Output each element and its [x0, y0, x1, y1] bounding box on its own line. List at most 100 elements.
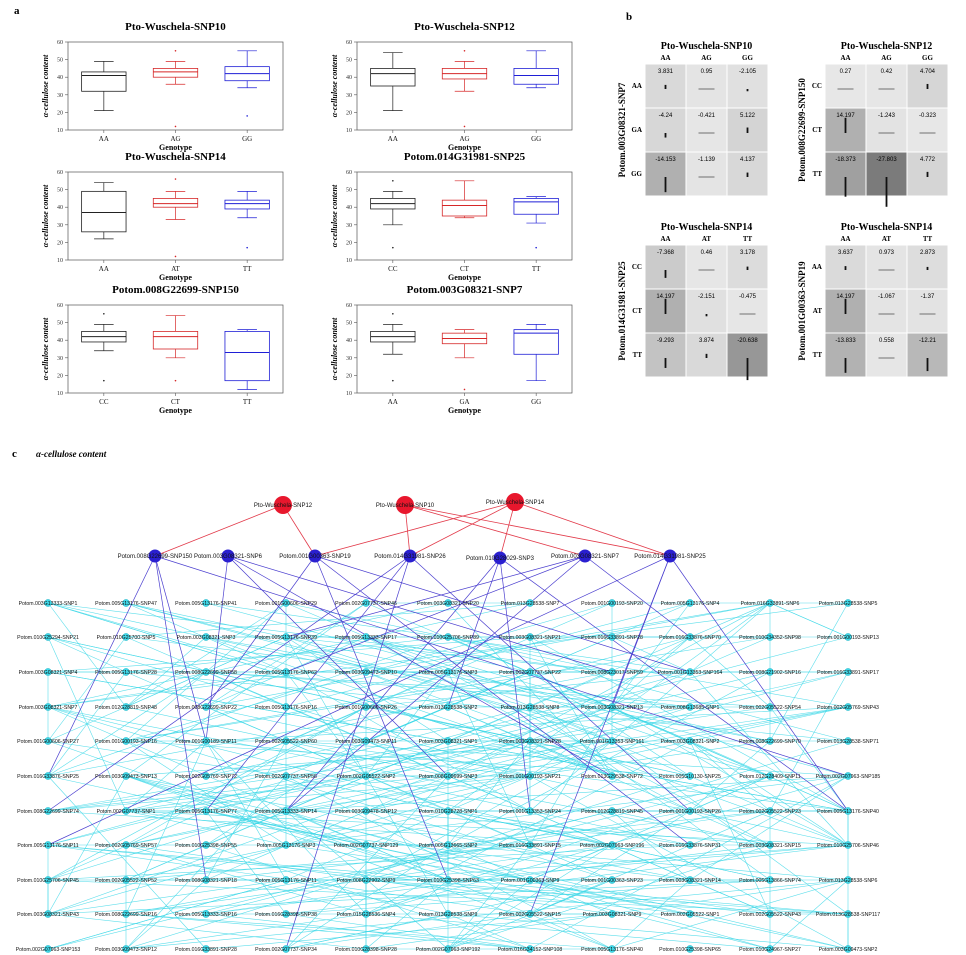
network-edge-cyan: [125, 636, 207, 708]
network-node-label: Potom.005G13176-SNP28: [95, 670, 157, 676]
network-node-snp: Potom.008G22699-SNP22: [175, 703, 237, 711]
y-tick-label: 20: [57, 373, 63, 379]
network-edge-cyan: [285, 740, 849, 812]
network-node-circle: [526, 876, 534, 884]
network-node-label: Potom.002G05769-SNP57: [95, 843, 157, 849]
network-node-circle: [506, 493, 524, 511]
heatmap-cell: -13.833: [824, 332, 867, 378]
network-edge-cyan: [47, 636, 287, 742]
network-node-snp: Potom.005G13176-SNP40: [581, 945, 643, 953]
network-edge-cyan: [529, 810, 771, 846]
network-node-label: Potom.001G00193-SNP16: [95, 739, 157, 745]
network-edge-cyan: [689, 671, 849, 846]
network-edge-cyan: [529, 602, 771, 777]
network-node-circle: [202, 876, 210, 884]
network-edge-cyan: [365, 706, 849, 812]
network-node-snp: Potom.003G13333-SNP1: [19, 599, 78, 607]
network-node-label: Potom.003G09473-SNP2: [819, 947, 878, 953]
network-edge-cyan: [125, 844, 367, 915]
network-node-snp: Potom.003G08321-SNP15: [739, 841, 801, 849]
effect-bar: [705, 314, 708, 317]
network-edge-cyan: [689, 740, 849, 846]
network-node-circle: [122, 807, 130, 815]
network-edge-cyan: [365, 602, 771, 673]
network-edge-cyan: [285, 775, 449, 950]
heatmap-column-label: AA: [840, 235, 850, 243]
network-node-circle: [766, 633, 774, 641]
network-node-circle: [608, 841, 616, 849]
heatmap-cell: 2.873: [906, 244, 949, 290]
network-node-snp: Potom.002G05522-SNP60: [255, 737, 317, 745]
heatmap-cell-value: 14.197: [836, 113, 855, 119]
heatmap-side-label: Potom.008G22699-SNP150: [797, 78, 807, 182]
network-node-circle: [122, 599, 130, 607]
network-node-snp: Potom.010G28728-SNP1: [419, 807, 478, 815]
network-node-label: Potom.003G08321-SNP4: [19, 670, 78, 676]
outlier-point: [463, 125, 466, 128]
network-node-circle: [444, 876, 452, 884]
network-node-circle: [282, 910, 290, 918]
network-node-snp: Potom.003G08321-SNP4: [19, 668, 78, 676]
network-node-snp: Potom.002G07963-SNP185: [816, 772, 880, 780]
network-edge-cyan: [47, 740, 531, 915]
box-AA: AA: [370, 52, 416, 143]
network-edge-cyan: [205, 740, 531, 777]
network-node-circle: [766, 876, 774, 884]
network-node-label: Potom.016G33876-SNP25: [17, 774, 79, 780]
heatmap-cell-value: 0.558: [879, 338, 895, 344]
network-node-label: Potom.005G13333-SNP16: [175, 912, 237, 918]
heatmap-row-label: CT: [812, 126, 822, 134]
network-node-circle: [282, 841, 290, 849]
network-node-snp: Potom.010G25700-SNP5: [97, 633, 156, 641]
network-node-label: Potom.005G10130-SNP25: [659, 774, 721, 780]
network-node-snp: Potom.003G08321-SNP7: [19, 703, 78, 711]
network-node-circle: [44, 945, 52, 953]
network-node-circle: [282, 633, 290, 641]
network-node-snp: Potom.005G13176-SNP16: [255, 703, 317, 711]
network-node-snp: Potom.010G25706-SNP89: [417, 633, 479, 641]
box-iqr: [513, 329, 559, 355]
network-node-snp: Potom.002G07963-SNP192: [416, 945, 480, 953]
network-node-circle: [844, 772, 852, 780]
network-node-snp: Potom.001G00363-SNP9: [501, 876, 560, 884]
network-edge-blue: [227, 555, 613, 673]
network-node-label: Potom.008G22699-SNP16: [95, 912, 157, 918]
network-nodes: Potom.003G13333-SNP1 Potom.005G13176-SNP4…: [16, 493, 880, 953]
effect-bar: [844, 298, 847, 314]
x-tick-label: CT: [171, 398, 181, 406]
heatmap-cell: -7.368: [644, 244, 687, 290]
heatmap-cell: 4.772: [906, 151, 949, 197]
network-node-circle: [608, 876, 616, 884]
heatmap-cell: 0.46: [685, 244, 728, 290]
box-iqr: [513, 197, 559, 215]
heatmap-cell-fill: [865, 288, 908, 334]
network-edge-red: [314, 501, 516, 557]
boxplot-title: Potom.008G22699-SNP150: [112, 284, 239, 296]
network-node-snp: Potom.008G23017-SNP59: [581, 668, 643, 676]
network-node-circle: [44, 841, 52, 849]
y-axis-label: α-cellulose content: [330, 184, 339, 247]
heatmap-row-label: AA: [632, 82, 642, 90]
network-node-circle: [202, 668, 210, 676]
network-node-label: Potom.005G13176-SNP11: [255, 878, 316, 884]
network-node-label: Potom.001G00606-SNP29: [255, 601, 317, 607]
network-node-label: Potom.013G28538-SNP2: [419, 705, 478, 711]
network-node-circle: [526, 668, 534, 676]
network-node-circle: [282, 668, 290, 676]
network-edge-cyan: [125, 775, 613, 950]
network-edge-blue: [447, 557, 501, 708]
network-edge-cyan: [769, 879, 849, 950]
network-node-snp: Potom.003G08321-SNP3: [177, 633, 236, 641]
network-node-label: Potom.005G13176-SNP39: [255, 635, 317, 641]
network-node-snp: Potom.005G13176-SNP11: [17, 841, 79, 849]
network-node-label: Potom.002G05522-SNP54: [739, 705, 801, 711]
network-node-snp: Potom.002G05522-SNP54: [739, 703, 801, 711]
network-node-label: Potom.014G31981-SNP26: [374, 554, 446, 560]
heatmap-cell: -2.105: [726, 63, 769, 109]
network-node-label: Potom.008G09699-SNP3: [419, 774, 478, 780]
network-edge-cyan: [285, 671, 367, 777]
network-node-label: Potom.002G07963-SNP196: [580, 843, 645, 849]
network-edge-cyan: [365, 810, 771, 846]
heatmap-column-label: AT: [882, 235, 892, 243]
